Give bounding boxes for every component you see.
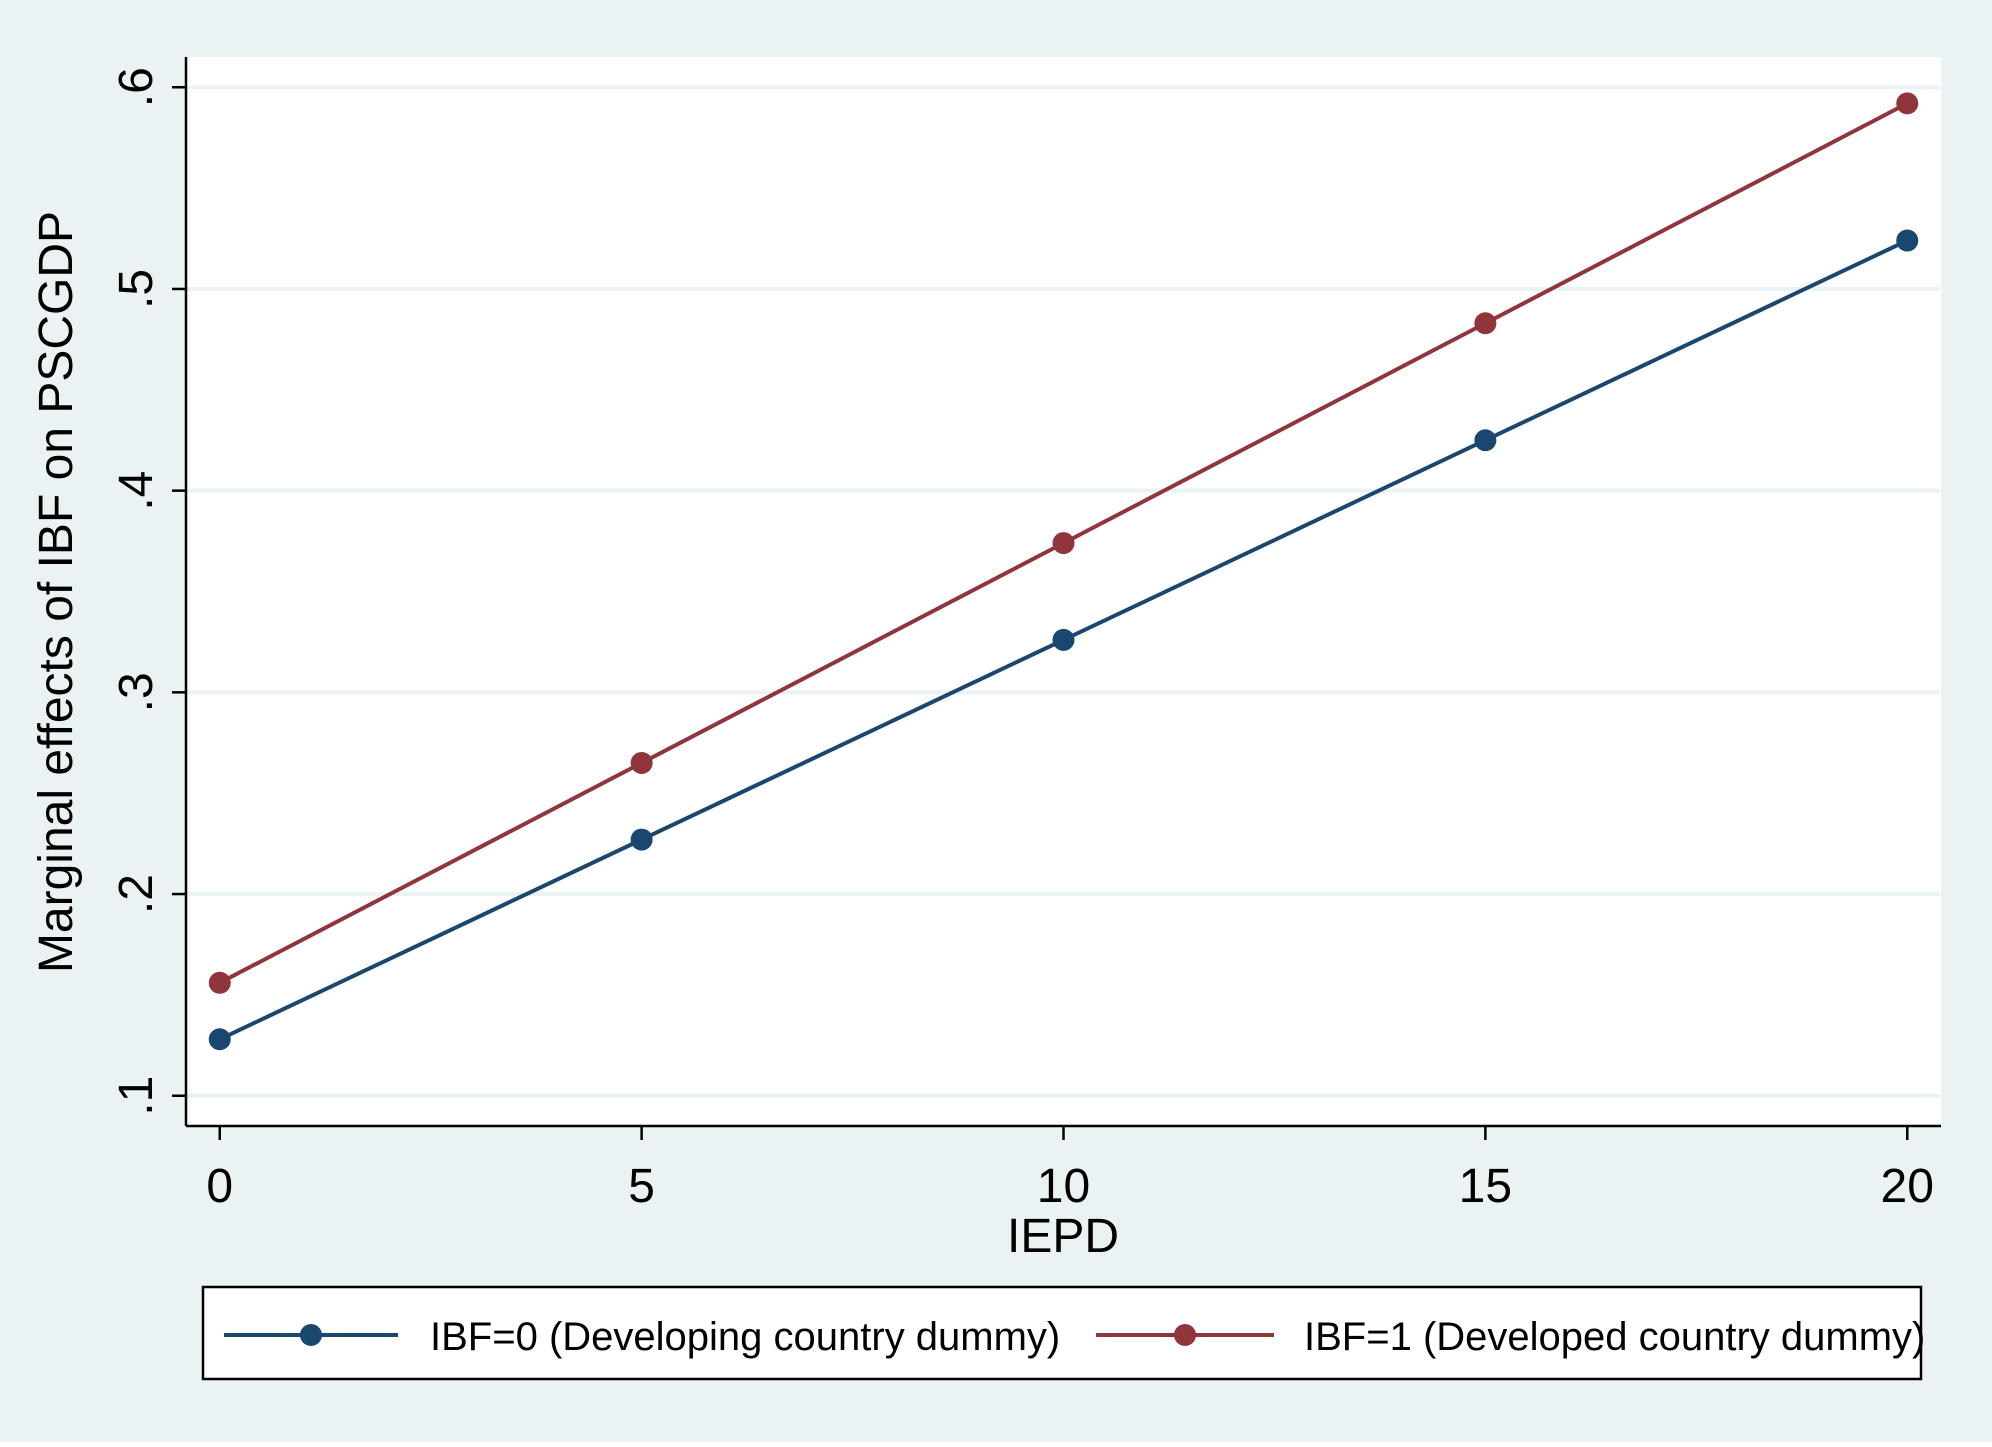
x-tick-label: 20 <box>1881 1160 1934 1213</box>
legend-swatch-marker <box>300 1324 322 1346</box>
y-tick-label: .4 <box>110 471 163 511</box>
data-point <box>630 751 653 774</box>
x-tick-label: 0 <box>206 1160 233 1213</box>
y-tick-label: .1 <box>110 1076 163 1116</box>
data-point <box>1474 312 1497 335</box>
plot-area <box>186 57 1941 1126</box>
legend-label: IBF=0 (Developing country dummy) <box>430 1315 1060 1359</box>
x-tick-label: 10 <box>1037 1160 1090 1213</box>
x-tick-label: 5 <box>628 1160 655 1213</box>
data-point <box>1052 532 1075 555</box>
y-tick-label: .2 <box>110 874 163 914</box>
data-point <box>208 971 231 994</box>
y-tick-label: .5 <box>110 269 163 309</box>
y-tick-label: .6 <box>110 67 163 107</box>
data-point <box>1896 92 1919 115</box>
data-point <box>1052 628 1075 651</box>
data-point <box>630 828 653 851</box>
y-axis-title: Marginal effects of IBF on PSCGDP <box>30 211 83 973</box>
legend-box <box>201 1285 1923 1381</box>
legend-label: IBF=1 (Developed country dummy) <box>1304 1315 1925 1359</box>
x-axis-title: IEPD <box>1007 1210 1119 1263</box>
x-tick-label: 15 <box>1459 1160 1512 1213</box>
y-tick-label: .3 <box>110 672 163 712</box>
legend-swatch-marker <box>1174 1324 1196 1346</box>
data-point <box>1474 429 1497 452</box>
data-point <box>208 1028 231 1051</box>
data-point <box>1896 229 1919 252</box>
